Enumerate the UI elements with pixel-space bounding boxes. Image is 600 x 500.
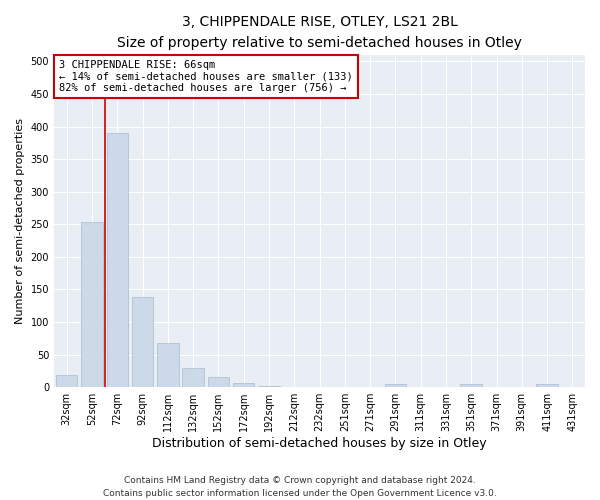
Bar [208,378,229,387]
Bar [536,384,558,387]
Bar [157,343,179,387]
Bar [233,384,254,387]
Y-axis label: Number of semi-detached properties: Number of semi-detached properties [15,118,25,324]
Bar [56,376,77,387]
Bar [385,384,406,387]
X-axis label: Distribution of semi-detached houses by size in Otley: Distribution of semi-detached houses by … [152,437,487,450]
Text: Contains HM Land Registry data © Crown copyright and database right 2024.
Contai: Contains HM Land Registry data © Crown c… [103,476,497,498]
Bar [258,386,280,387]
Text: 3 CHIPPENDALE RISE: 66sqm
← 14% of semi-detached houses are smaller (133)
82% of: 3 CHIPPENDALE RISE: 66sqm ← 14% of semi-… [59,60,353,93]
Bar [182,368,204,387]
Bar [81,222,103,387]
Bar [132,298,153,387]
Title: 3, CHIPPENDALE RISE, OTLEY, LS21 2BL
Size of property relative to semi-detached : 3, CHIPPENDALE RISE, OTLEY, LS21 2BL Siz… [117,15,522,50]
Bar [107,133,128,387]
Bar [460,384,482,387]
